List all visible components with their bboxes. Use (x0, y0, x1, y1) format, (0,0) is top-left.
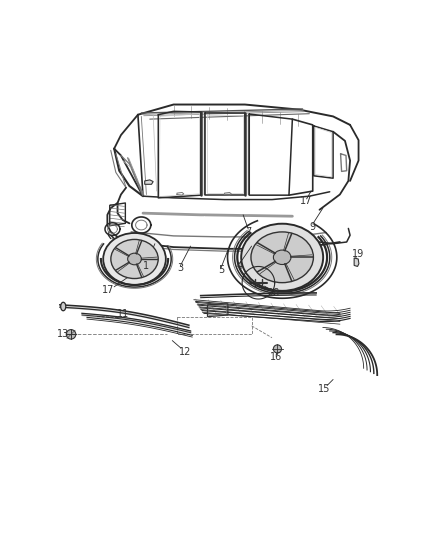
Text: 12: 12 (179, 348, 192, 357)
Text: 7: 7 (245, 227, 251, 237)
Ellipse shape (111, 239, 158, 279)
Text: 13: 13 (57, 329, 69, 340)
Text: 3: 3 (177, 263, 184, 273)
Ellipse shape (251, 232, 314, 282)
Text: 15: 15 (318, 384, 331, 394)
Polygon shape (145, 180, 153, 184)
Text: 4: 4 (237, 261, 243, 271)
Text: 16: 16 (270, 352, 282, 362)
Text: 18: 18 (268, 288, 280, 298)
Text: 1: 1 (143, 262, 149, 271)
Text: 17: 17 (102, 285, 115, 295)
Circle shape (66, 329, 76, 339)
Ellipse shape (103, 233, 166, 285)
Text: 11: 11 (117, 309, 129, 319)
Text: 5: 5 (218, 265, 224, 275)
Text: 19: 19 (352, 249, 364, 259)
Ellipse shape (241, 224, 323, 291)
Circle shape (273, 345, 282, 353)
Text: 17: 17 (300, 196, 313, 206)
Ellipse shape (61, 302, 66, 311)
Ellipse shape (273, 250, 291, 264)
Ellipse shape (127, 253, 141, 265)
Polygon shape (354, 258, 359, 266)
Text: 9: 9 (310, 222, 316, 232)
